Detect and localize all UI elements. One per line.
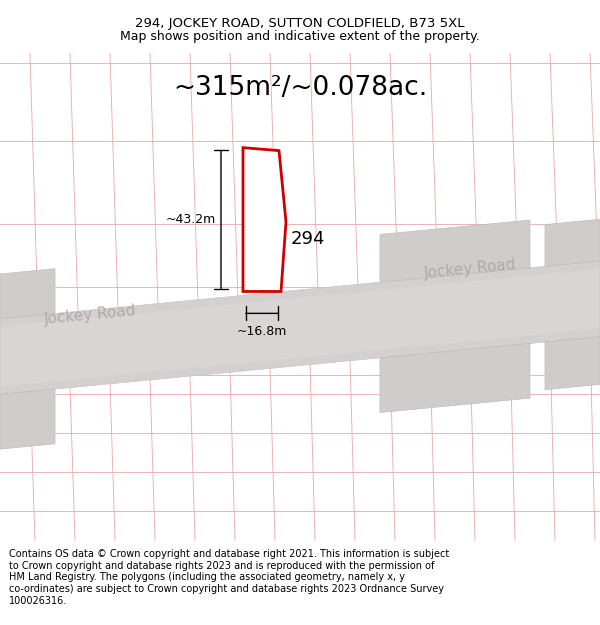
Text: Jockey Road: Jockey Road bbox=[423, 257, 517, 281]
Text: co-ordinates) are subject to Crown copyright and database rights 2023 Ordnance S: co-ordinates) are subject to Crown copyr… bbox=[9, 584, 444, 594]
Polygon shape bbox=[545, 219, 600, 266]
Text: ~315m²/~0.078ac.: ~315m²/~0.078ac. bbox=[173, 75, 427, 101]
Text: to Crown copyright and database rights 2023 and is reproduced with the permissio: to Crown copyright and database rights 2… bbox=[9, 561, 434, 571]
Polygon shape bbox=[0, 269, 55, 319]
Polygon shape bbox=[380, 220, 530, 282]
Text: HM Land Registry. The polygons (including the associated geometry, namely x, y: HM Land Registry. The polygons (includin… bbox=[9, 572, 405, 582]
Text: 100026316.: 100026316. bbox=[9, 596, 67, 606]
Text: Contains OS data © Crown copyright and database right 2021. This information is : Contains OS data © Crown copyright and d… bbox=[9, 549, 449, 559]
Text: ~16.8m: ~16.8m bbox=[237, 325, 287, 338]
Text: Jockey Road: Jockey Road bbox=[43, 303, 137, 327]
Text: 294, JOCKEY ROAD, SUTTON COLDFIELD, B73 5XL: 294, JOCKEY ROAD, SUTTON COLDFIELD, B73 … bbox=[135, 18, 465, 31]
Polygon shape bbox=[243, 148, 286, 291]
Text: 294: 294 bbox=[291, 231, 325, 249]
Text: Map shows position and indicative extent of the property.: Map shows position and indicative extent… bbox=[120, 30, 480, 43]
Text: ~43.2m: ~43.2m bbox=[166, 213, 216, 226]
Polygon shape bbox=[0, 389, 55, 449]
Polygon shape bbox=[0, 269, 600, 386]
Polygon shape bbox=[380, 343, 530, 412]
Polygon shape bbox=[0, 261, 600, 394]
Polygon shape bbox=[545, 337, 600, 390]
